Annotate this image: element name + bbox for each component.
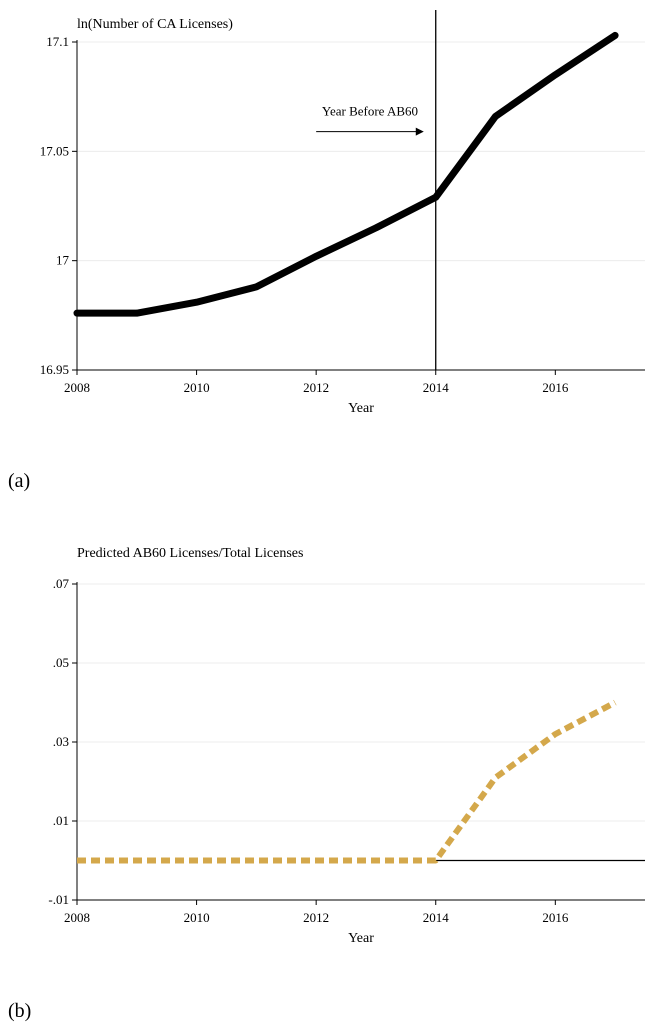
- x-tick-label: 2012: [303, 380, 329, 395]
- panel-label-a: (a): [8, 470, 31, 492]
- y-tick-label: .03: [53, 734, 69, 749]
- x-tick-label: 2014: [423, 910, 450, 925]
- y-tick-label: -.01: [48, 892, 69, 907]
- x-tick-label: 2012: [303, 910, 329, 925]
- annotation-text: Year Before AB60: [322, 104, 418, 119]
- y-tick-label: .07: [53, 576, 70, 591]
- panel-label-b: (b): [8, 1000, 32, 1022]
- x-tick-label: 2008: [64, 910, 90, 925]
- y-tick-label: 17: [56, 253, 70, 268]
- y-tick-label: 17.1: [46, 34, 69, 49]
- x-tick-label: 2010: [184, 380, 210, 395]
- x-tick-label: 2008: [64, 380, 90, 395]
- series-line: [77, 699, 617, 864]
- x-tick-label: 2016: [542, 380, 569, 395]
- chart-panel-b: Predicted AB60 Licenses/Total Licenses -.…: [0, 520, 663, 960]
- x-tick-label: 2010: [184, 910, 210, 925]
- annotation-arrow-head: [415, 127, 424, 136]
- x-axis-title: Year: [348, 931, 374, 946]
- chart-title: Predicted AB60 Licenses/Total Licenses: [77, 546, 303, 561]
- chart-title: ln(Number of CA Licenses): [77, 17, 233, 32]
- y-tick-label: .05: [53, 655, 69, 670]
- y-tick-label: .01: [53, 813, 69, 828]
- x-axis-title: Year: [348, 401, 374, 416]
- chart-panel-a: ln(Number of CA Licenses) 16.95 17 17.05 17.…: [0, 0, 663, 440]
- chart-b-svg: Predicted AB60 Licenses/Total Licenses -.…: [48, 546, 645, 946]
- series-line: [73, 31, 619, 317]
- x-tick-label: 2016: [542, 910, 569, 925]
- chart-a-svg: ln(Number of CA Licenses) 16.95 17 17.05 17.…: [40, 10, 645, 416]
- y-tick-label: 16.95: [40, 362, 69, 377]
- x-tick-label: 2014: [423, 380, 450, 395]
- y-tick-label: 17.05: [40, 143, 69, 158]
